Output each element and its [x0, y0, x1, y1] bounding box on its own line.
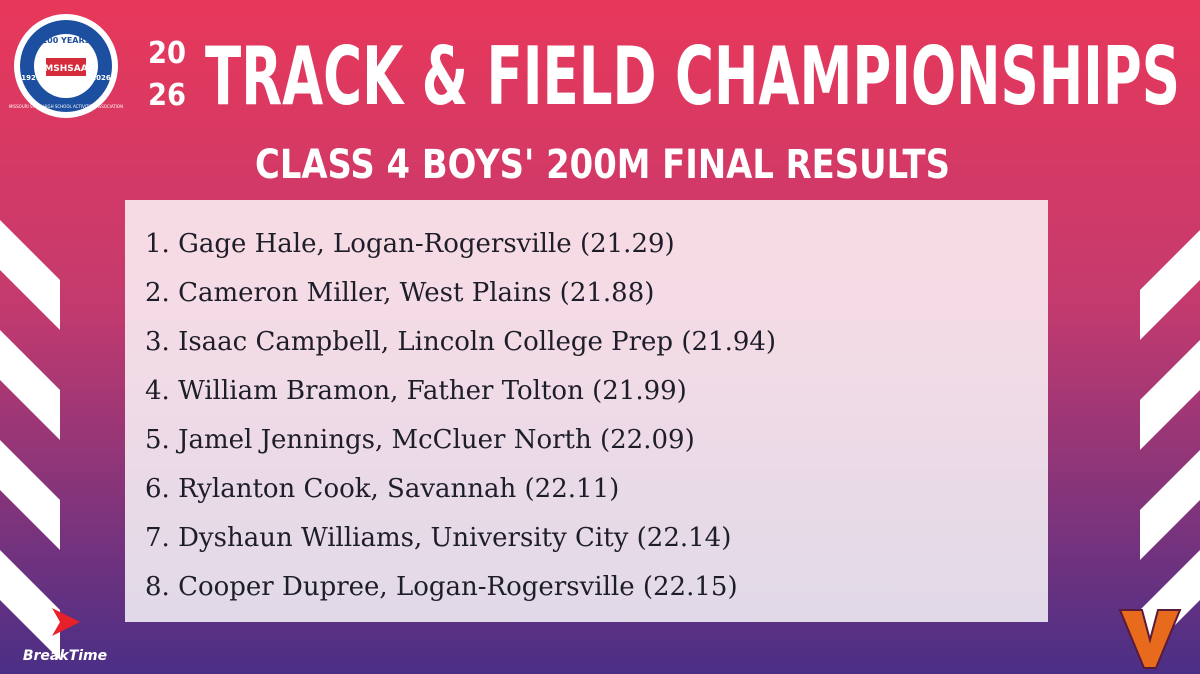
- result-line: 5. Jamel Jennings, McCluer North (22.09): [145, 425, 695, 455]
- team-logo: [1118, 609, 1182, 669]
- sponsor-logo: BreakTime: [23, 608, 107, 664]
- logo-ring: MISSOURI STATE HIGH SCHOOL ACTIVITIES AS…: [9, 104, 123, 109]
- result-line: 3. Isaac Campbell, Lincoln College Prep …: [145, 327, 776, 357]
- logo-year: 2026: [91, 74, 111, 82]
- logo-center: MSHSAA: [44, 64, 87, 74]
- result-line: 1. Gage Hale, Logan-Rogersville (21.29): [145, 229, 675, 259]
- result-line: 8. Cooper Dupree, Logan-Rogersville (22.…: [145, 572, 738, 602]
- logo: 100 YEARS 1926 MSHSAA 2026 MISSOURI STAT…: [9, 14, 123, 118]
- results-list: 1. Gage Hale, Logan-Rogersville (21.29) 2…: [145, 229, 776, 602]
- title: TRACK & FIELD CHAMPIONSHIPS: [205, 30, 1180, 123]
- year-top: 20: [148, 36, 186, 71]
- left-stripes: [0, 220, 60, 660]
- logo-top: 100 YEARS: [42, 36, 91, 45]
- logo-year: 1926: [21, 74, 41, 82]
- result-line: 7. Dyshaun Williams, University City (22…: [145, 523, 731, 553]
- sponsor-name: BreakTime: [23, 648, 107, 664]
- result-line: 2. Cameron Miller, West Plains (21.88): [145, 278, 654, 308]
- result-line: 6. Rylanton Cook, Savannah (22.11): [145, 474, 619, 504]
- results-panel: [125, 200, 1048, 622]
- result-line: 4. William Bramon, Father Tolton (21.99): [145, 376, 687, 406]
- subtitle: CLASS 4 BOYS' 200M FINAL RESULTS: [255, 142, 950, 188]
- year-bottom: 26: [148, 78, 186, 113]
